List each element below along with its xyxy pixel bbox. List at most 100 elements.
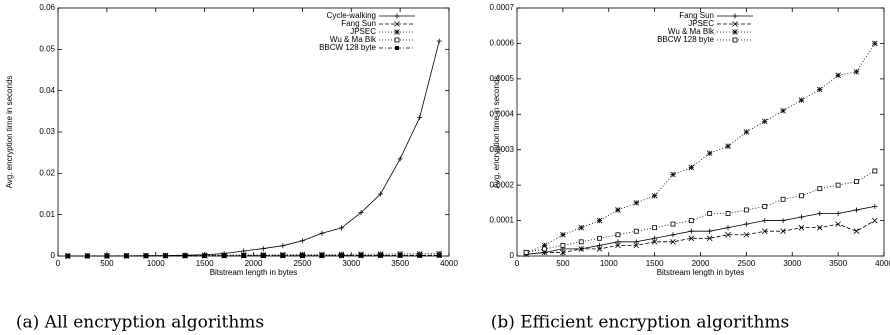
marker <box>706 150 713 157</box>
marker-box <box>241 253 246 258</box>
marker <box>732 29 738 35</box>
marker-stroke <box>725 231 731 238</box>
marker-stroke <box>798 224 805 231</box>
marker-stroke <box>743 129 750 135</box>
marker <box>523 250 529 255</box>
marker <box>338 225 344 231</box>
marker-stroke <box>633 200 640 206</box>
marker-stroke <box>688 164 695 171</box>
x-tick-label: 2000 <box>692 259 710 268</box>
marker <box>560 242 566 248</box>
series-line <box>67 40 440 257</box>
marker <box>853 68 860 75</box>
marker-box <box>398 253 403 258</box>
marker <box>853 228 860 234</box>
legend-label: JPSEC <box>688 19 714 28</box>
marker <box>280 253 285 258</box>
marker <box>872 203 878 209</box>
marker-box <box>725 211 731 216</box>
marker-box <box>652 225 658 231</box>
marker-box <box>359 253 364 258</box>
marker-stroke <box>578 246 585 252</box>
marker-stroke <box>743 231 750 238</box>
marker <box>817 186 823 192</box>
marker <box>688 164 695 171</box>
marker-stroke <box>560 249 566 256</box>
y-tick-label: 0 <box>51 251 56 260</box>
marker <box>652 235 658 241</box>
y-axis-label: Avg. encryption time in seconds <box>492 76 501 189</box>
marker-box <box>319 253 324 258</box>
marker-stroke <box>798 97 805 103</box>
marker <box>124 253 129 258</box>
y-tick-label: 0.0001 <box>490 216 515 225</box>
series-line <box>526 43 876 253</box>
marker-box <box>854 179 859 185</box>
marker <box>688 218 694 223</box>
marker-stroke <box>394 21 400 27</box>
marker-stroke <box>816 86 823 93</box>
x-tick-label: 1500 <box>646 259 664 268</box>
y-tick-label: 0.0002 <box>490 180 515 189</box>
marker <box>651 192 658 199</box>
marker <box>222 253 227 258</box>
series-line <box>67 253 440 257</box>
marker-stroke <box>394 29 400 35</box>
y-tick-label: 0 <box>510 251 515 260</box>
marker <box>339 253 344 258</box>
marker <box>394 13 400 19</box>
marker <box>835 72 841 79</box>
marker-stroke <box>853 228 860 234</box>
marker-box <box>143 253 148 258</box>
marker <box>597 235 602 241</box>
y-tick-label: 0.0004 <box>490 109 515 118</box>
marker <box>799 193 804 199</box>
marker-stroke <box>560 231 566 238</box>
marker-stroke <box>596 246 603 252</box>
marker-box <box>378 253 383 258</box>
y-tick-label: 0.0005 <box>490 74 515 83</box>
marker-stroke <box>732 29 738 35</box>
x-tick-label: 500 <box>556 259 570 268</box>
marker-stroke <box>633 242 640 249</box>
marker <box>319 230 325 236</box>
marker <box>872 40 878 47</box>
marker <box>437 253 442 258</box>
marker-stroke <box>732 21 738 27</box>
x-tick-label: 500 <box>100 259 114 268</box>
marker <box>358 210 364 216</box>
marker-stroke <box>761 118 768 125</box>
marker-stroke <box>651 239 658 245</box>
x-tick-label: 3500 <box>829 259 847 268</box>
caption: (b) Efficient encryption algorithms <box>491 313 790 333</box>
marker-stroke <box>872 217 878 224</box>
marker-stroke <box>780 107 786 114</box>
x-tick-label: 0 <box>515 259 520 268</box>
marker <box>633 228 639 234</box>
y-tick-label: 0.05 <box>39 44 55 53</box>
marker <box>798 214 804 220</box>
marker <box>633 200 640 206</box>
marker <box>378 191 384 197</box>
marker <box>280 243 286 249</box>
marker <box>670 171 676 178</box>
marker-box <box>395 46 399 50</box>
marker-box <box>300 253 305 258</box>
marker-box <box>707 211 713 216</box>
marker <box>725 231 731 238</box>
marker-box <box>560 242 566 248</box>
plot-frame <box>57 7 450 257</box>
marker <box>397 156 403 162</box>
marker <box>688 235 695 242</box>
marker <box>816 86 823 93</box>
marker <box>65 253 70 258</box>
marker-box <box>732 37 738 43</box>
series-line <box>526 220 876 255</box>
y-tick-label: 0.0003 <box>490 145 515 154</box>
x-tick-label: 2000 <box>245 259 263 268</box>
marker <box>743 129 750 135</box>
marker <box>732 21 738 27</box>
x-tick-label: 3500 <box>391 259 409 268</box>
marker <box>798 97 805 103</box>
marker <box>578 224 585 231</box>
